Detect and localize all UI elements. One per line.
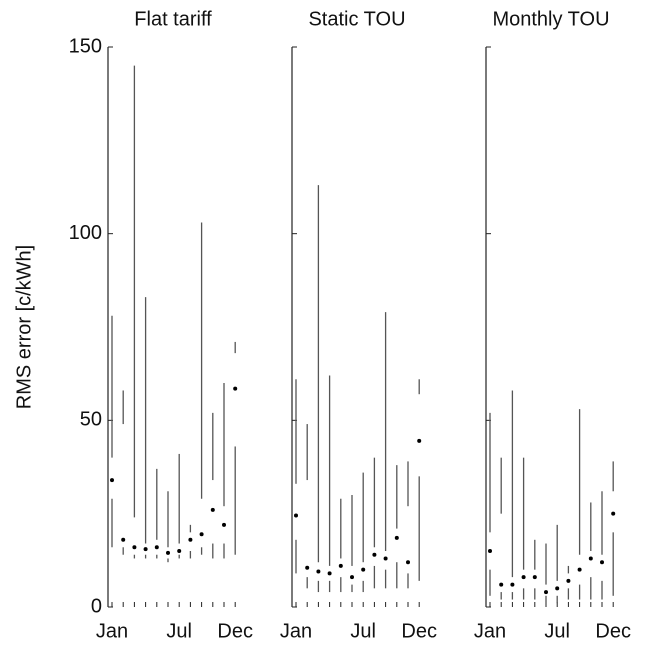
x-tick-label: Dec <box>401 620 437 642</box>
median-dot <box>394 535 399 540</box>
median-dot <box>305 565 310 570</box>
median-dot <box>294 513 298 518</box>
y-tick-label: 0 <box>91 595 102 617</box>
median-dot <box>600 560 604 565</box>
median-dot <box>611 511 616 516</box>
median-dot <box>110 478 114 483</box>
median-dot <box>338 563 343 568</box>
median-dot <box>383 556 388 561</box>
panel-title: Monthly TOU <box>492 8 609 30</box>
y-axis-label: RMS error [c/kWh] <box>13 245 35 409</box>
median-dot <box>132 545 137 550</box>
median-dot <box>177 549 182 553</box>
median-dot <box>588 556 593 561</box>
median-dot <box>577 567 582 572</box>
median-dot <box>166 550 170 555</box>
median-dot <box>521 575 526 580</box>
median-dot <box>417 438 422 443</box>
y-tick-label: 150 <box>69 35 102 57</box>
x-tick-label: Jan <box>474 620 506 642</box>
median-dot <box>566 578 571 583</box>
x-tick-label: Dec <box>217 620 253 642</box>
median-dot <box>233 386 238 391</box>
median-dot <box>327 571 332 576</box>
x-tick-label: Jan <box>96 620 128 642</box>
median-dot <box>488 549 492 553</box>
panel-title: Static TOU <box>308 8 405 30</box>
y-tick-label: 50 <box>80 409 102 431</box>
x-tick-label: Jan <box>280 620 312 642</box>
median-dot <box>316 569 321 574</box>
median-dot <box>143 547 148 552</box>
x-tick-label: Jul <box>350 620 376 642</box>
median-dot <box>361 567 366 572</box>
median-dot <box>372 552 377 557</box>
x-tick-label: Jul <box>544 620 570 642</box>
median-dot <box>210 507 215 512</box>
median-dot <box>510 582 515 587</box>
median-dot <box>121 537 126 542</box>
median-dot <box>154 545 159 550</box>
median-dot <box>499 582 504 587</box>
x-tick-label: Jul <box>166 620 192 642</box>
median-dot <box>544 590 548 595</box>
y-tick-label: 100 <box>69 222 102 244</box>
median-dot <box>350 575 354 580</box>
panel-title: Flat tariff <box>134 8 212 30</box>
median-dot <box>406 560 410 565</box>
median-dot <box>222 522 226 527</box>
median-dot <box>199 532 204 537</box>
median-dot <box>188 537 193 542</box>
x-tick-label: Dec <box>595 620 631 642</box>
median-dot <box>555 586 560 591</box>
median-dot <box>532 575 537 580</box>
